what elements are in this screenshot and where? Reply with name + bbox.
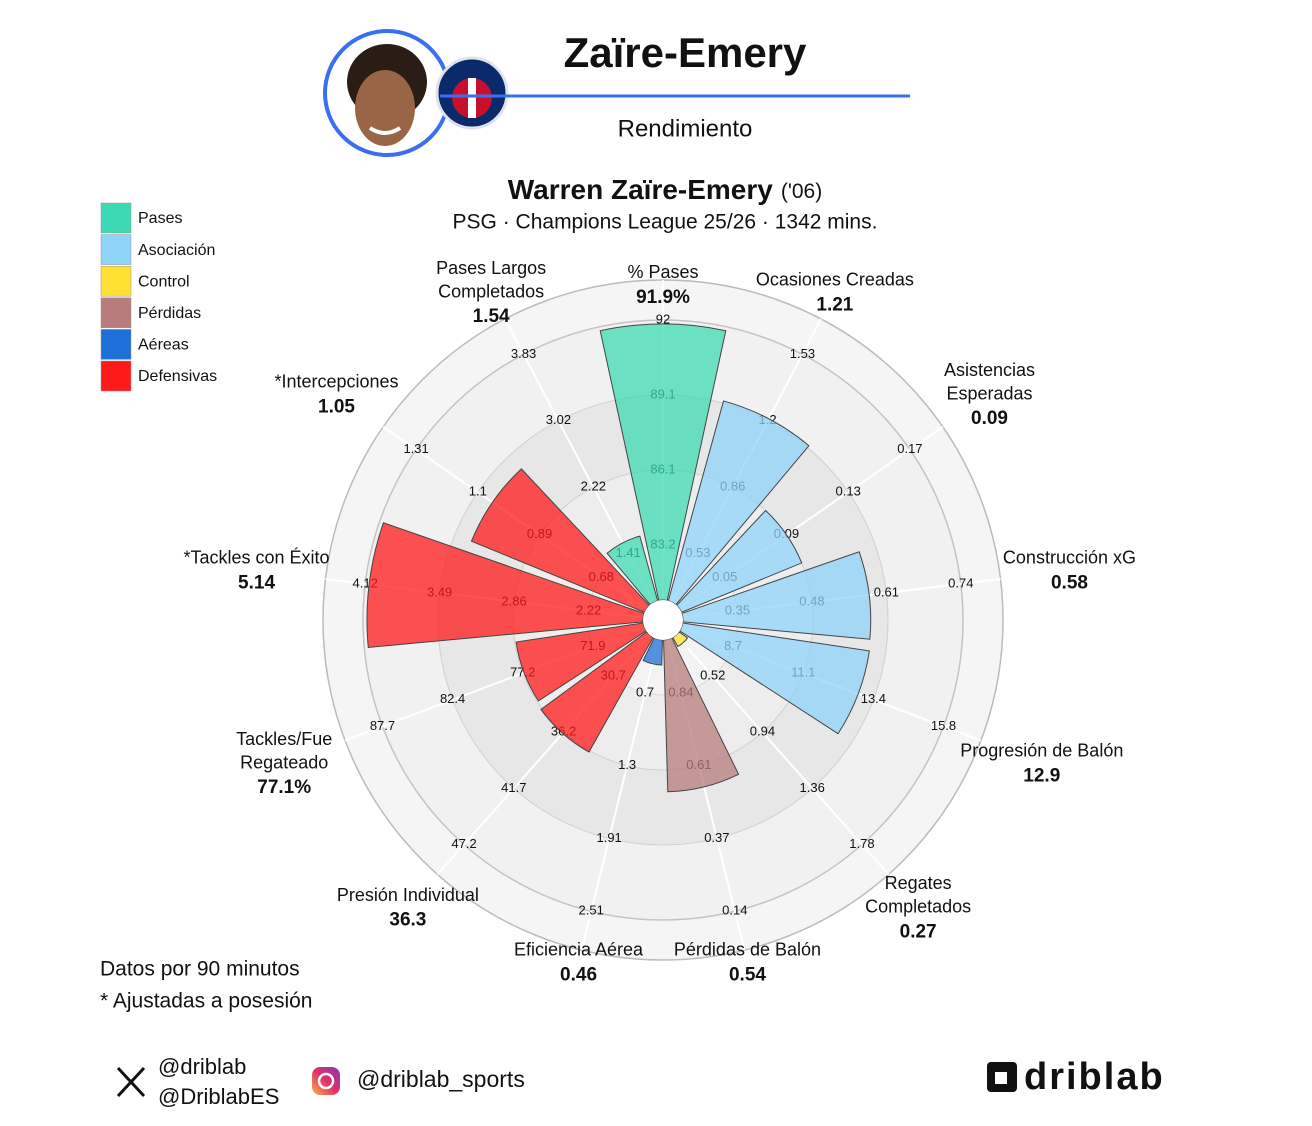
tick-label: 1.91 bbox=[596, 830, 621, 845]
bar bbox=[679, 622, 870, 735]
slice-value: 12.9 bbox=[1023, 765, 1060, 786]
tick-label: 0.14 bbox=[722, 903, 747, 918]
slice-value: 0.27 bbox=[900, 921, 937, 942]
legend-label: Pérdidas bbox=[138, 305, 201, 322]
tick-label: 0.61 bbox=[874, 584, 899, 599]
legend-label: Asociación bbox=[138, 242, 215, 259]
slice-label: Pases Largos bbox=[436, 258, 546, 278]
slice-value: 1.21 bbox=[816, 294, 853, 315]
x-handle: @DriblabES bbox=[158, 1084, 279, 1109]
slice-label: *Tackles con Éxito bbox=[183, 548, 329, 568]
tick-label: 82.4 bbox=[440, 691, 465, 706]
legend-swatch bbox=[100, 329, 132, 360]
slice-value: 0.09 bbox=[971, 408, 1008, 429]
slice-value: 1.05 bbox=[318, 396, 355, 417]
bar bbox=[667, 400, 810, 606]
center-hole bbox=[643, 600, 683, 640]
slice-value: 5.14 bbox=[238, 572, 275, 593]
tick-label: 0.74 bbox=[948, 575, 973, 590]
slice-label: Ocasiones Creadas bbox=[756, 270, 914, 290]
tick-label: 15.8 bbox=[931, 718, 956, 733]
slice-label: % Pases bbox=[627, 262, 698, 282]
brand: driblab bbox=[1024, 1056, 1165, 1098]
slice-value: 36.3 bbox=[389, 910, 426, 931]
pizza-chart: 83.286.189.1920.530.861.21.530.050.090.1… bbox=[183, 258, 1136, 986]
subtitle: Rendimiento bbox=[618, 115, 753, 142]
face bbox=[355, 70, 415, 146]
slice-label: Regates bbox=[885, 873, 952, 893]
tick-label: 0.37 bbox=[704, 830, 729, 845]
note: * Ajustadas a posesión bbox=[100, 990, 312, 1013]
slice-label: Progresión de Balón bbox=[960, 741, 1123, 761]
slice-label: *Intercepciones bbox=[274, 372, 398, 392]
player-name: Warren Zaïre-Emery bbox=[508, 174, 773, 205]
tick-label: 0.94 bbox=[750, 724, 775, 739]
legend: Pases Asociación Control Pérdidas Aéreas Defe… bbox=[100, 202, 217, 392]
tick-label: 1.53 bbox=[790, 346, 815, 361]
slice-label: Pérdidas de Balón bbox=[674, 940, 821, 960]
tick-label: 3.02 bbox=[546, 412, 571, 427]
legend-label: Defensivas bbox=[138, 368, 217, 385]
tick-label: 0.17 bbox=[897, 441, 922, 456]
player-born: ('06) bbox=[781, 180, 822, 203]
brand-icon-inner bbox=[995, 1072, 1007, 1084]
legend-swatch bbox=[100, 265, 132, 297]
slice-label: Eficiencia Aérea bbox=[514, 940, 644, 960]
slice-label: Completados bbox=[865, 897, 971, 917]
slice-label: Regateado bbox=[240, 752, 328, 772]
bar bbox=[681, 551, 872, 640]
tick-label: 87.7 bbox=[370, 718, 395, 733]
instagram-lens bbox=[317, 1072, 335, 1090]
slice-value: 77.1% bbox=[257, 777, 311, 798]
legend-label: Control bbox=[138, 273, 190, 290]
tick-label: 1.78 bbox=[849, 836, 874, 851]
slice-value: 0.58 bbox=[1051, 572, 1088, 593]
x-icon bbox=[116, 1066, 146, 1098]
legend-swatch bbox=[100, 297, 132, 329]
tick-label: 47.2 bbox=[451, 836, 476, 851]
legend-label: Pases bbox=[138, 210, 182, 227]
tick-label: 1.1 bbox=[469, 484, 487, 499]
slice-value: 91.9% bbox=[636, 287, 690, 308]
slice-value: 1.54 bbox=[473, 306, 510, 327]
context: PSG · Champions League 25/26 · 1342 mins… bbox=[453, 211, 878, 234]
tick-label: 2.22 bbox=[581, 479, 606, 494]
tick-label: 1.3 bbox=[618, 757, 636, 772]
slice-label: Presión Individual bbox=[337, 885, 479, 905]
slice-label: Esperadas bbox=[946, 383, 1032, 403]
instagram-handle: @driblab_sports bbox=[357, 1066, 525, 1092]
tick-label: 13.4 bbox=[861, 691, 886, 706]
tick-label: 0.13 bbox=[836, 484, 861, 499]
tick-label: 92 bbox=[656, 311, 670, 326]
tick-label: 0.52 bbox=[700, 668, 725, 683]
legend-swatch bbox=[100, 360, 132, 392]
player-heading: Warren Zaïre-Emery ('06) bbox=[508, 174, 822, 205]
slice-value: 0.46 bbox=[560, 964, 597, 985]
slice-label: Construcción xG bbox=[1003, 548, 1136, 568]
title: Zaïre-Emery bbox=[564, 29, 807, 76]
tick-label: 1.31 bbox=[403, 441, 428, 456]
slice-value: 0.54 bbox=[729, 964, 766, 985]
tick-label: 41.7 bbox=[501, 780, 526, 795]
slice-label: Asistencias bbox=[944, 360, 1035, 380]
slice-label: Completados bbox=[438, 281, 544, 301]
legend-swatch bbox=[100, 202, 132, 234]
legend-swatch bbox=[100, 234, 132, 265]
tick-label: 1.36 bbox=[800, 780, 825, 795]
tick-label: 3.83 bbox=[511, 346, 536, 361]
slice-label: Tackles/Fue bbox=[236, 729, 332, 749]
spoke bbox=[580, 619, 664, 951]
smile bbox=[368, 126, 402, 135]
x-handle: @driblab bbox=[158, 1054, 246, 1079]
tick-label: 0.7 bbox=[636, 684, 654, 699]
note: Datos por 90 minutos bbox=[100, 958, 300, 981]
legend-label: Aéreas bbox=[138, 337, 189, 354]
spoke bbox=[662, 619, 890, 876]
tick-label: 2.51 bbox=[579, 903, 604, 918]
instagram-icon bbox=[312, 1067, 340, 1095]
badge-stripe bbox=[468, 78, 476, 118]
